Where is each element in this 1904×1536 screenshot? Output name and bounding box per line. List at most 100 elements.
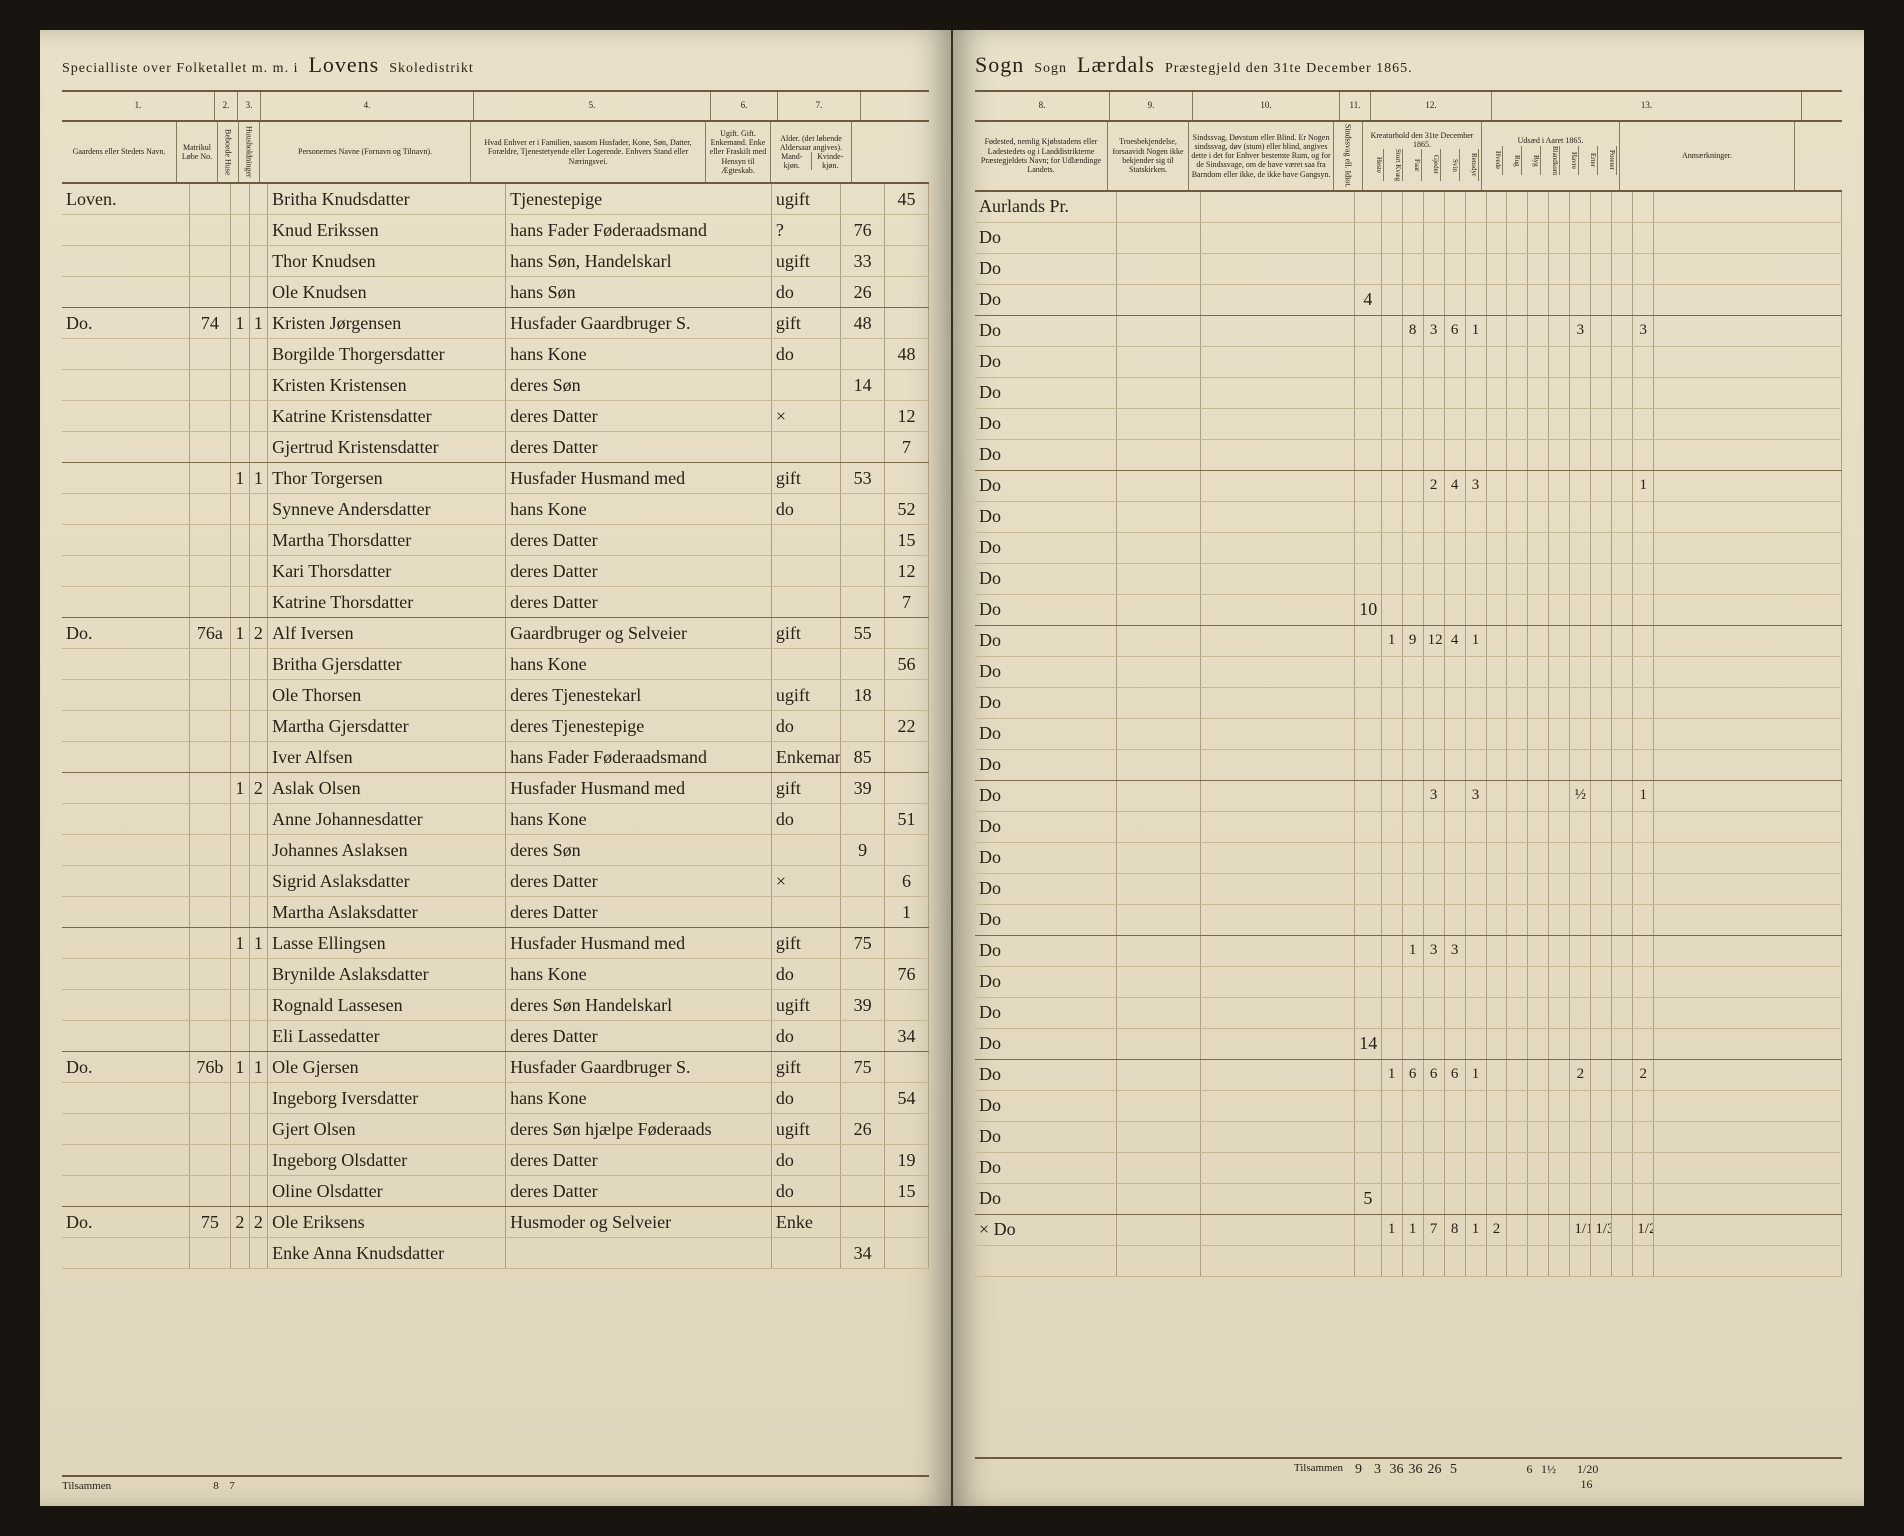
cell-navn: Ole Eriksens xyxy=(268,1207,506,1238)
cell-gard: Do. xyxy=(62,308,189,339)
cell-r10 xyxy=(1507,718,1528,749)
cell-r8: 3 xyxy=(1465,780,1486,811)
cell-r16 xyxy=(1633,563,1654,594)
cell-r0: Do xyxy=(975,501,1116,532)
cell-r12 xyxy=(1549,346,1570,377)
cell-fam: Tjenestepige xyxy=(506,184,772,215)
cell-r7 xyxy=(1444,656,1465,687)
cell-r17 xyxy=(1654,1090,1842,1121)
hdr-livestock-col: Rensdyr xyxy=(1460,149,1479,181)
cell-hus xyxy=(231,990,249,1021)
cell-r17 xyxy=(1654,439,1842,470)
cell-r11 xyxy=(1528,811,1549,842)
cell-hh xyxy=(249,432,267,463)
cell-r15 xyxy=(1612,935,1633,966)
cell-r13 xyxy=(1570,1152,1591,1183)
cell-r5 xyxy=(1402,873,1423,904)
cell-stand: do xyxy=(771,1083,840,1114)
left-footer: Tilsammen 8 7 xyxy=(62,1475,929,1492)
cell-r5 xyxy=(1402,811,1423,842)
cell-r17 xyxy=(1654,687,1842,718)
cell-mnr xyxy=(189,928,231,959)
cell-r10 xyxy=(1507,501,1528,532)
table-row: Anne Johannesdatterhans Konedo51 xyxy=(62,804,929,835)
cell-mk xyxy=(841,1145,885,1176)
cell-r12 xyxy=(1549,1245,1570,1276)
cell-r9 xyxy=(1486,904,1507,935)
cell-hh xyxy=(249,1083,267,1114)
cell-r16 xyxy=(1633,408,1654,439)
cell-mnr xyxy=(189,742,231,773)
cell-r3 xyxy=(1355,532,1381,563)
cell-hh: 1 xyxy=(249,1052,267,1083)
cell-r3 xyxy=(1355,377,1381,408)
cell-r9 xyxy=(1486,966,1507,997)
cell-r0: Do xyxy=(975,749,1116,780)
cell-mk xyxy=(841,401,885,432)
cell-r5 xyxy=(1402,1183,1423,1214)
cell-r5: 9 xyxy=(1402,625,1423,656)
cell-mk xyxy=(841,432,885,463)
cell-hus xyxy=(231,680,249,711)
cell-r17 xyxy=(1654,1245,1842,1276)
cell-r3 xyxy=(1355,749,1381,780)
cell-r13 xyxy=(1570,1121,1591,1152)
cell-r7 xyxy=(1444,687,1465,718)
cell-r8 xyxy=(1465,1152,1486,1183)
cell-r14 xyxy=(1591,377,1612,408)
cell-r10 xyxy=(1507,687,1528,718)
cell-r11 xyxy=(1528,1152,1549,1183)
cell-kk xyxy=(885,308,929,339)
cell-r0: Do xyxy=(975,873,1116,904)
cell-r17 xyxy=(1654,470,1842,501)
cell-r3 xyxy=(1355,222,1381,253)
hdr-fod: Fødested, nemlig Kjøbstadens eller Lades… xyxy=(975,122,1108,190)
cell-r17 xyxy=(1654,408,1842,439)
cell-r12 xyxy=(1549,192,1570,223)
table-row: Johannes Aslaksenderes Søn9 xyxy=(62,835,929,866)
cell-r3 xyxy=(1355,408,1381,439)
cell-hh xyxy=(249,866,267,897)
cell-r9 xyxy=(1486,501,1507,532)
cell-r3 xyxy=(1355,192,1381,223)
cell-hus xyxy=(231,215,249,246)
cell-fam: deres Søn xyxy=(506,835,772,866)
cell-r3 xyxy=(1355,904,1381,935)
cell-r6 xyxy=(1423,997,1444,1028)
cell-hh xyxy=(249,1176,267,1207)
cell-r17 xyxy=(1654,656,1842,687)
cell-mnr xyxy=(189,1083,231,1114)
col-13: 13. xyxy=(1492,92,1802,120)
cell-r7 xyxy=(1444,1121,1465,1152)
hdr-gard: Gaardens eller Stedets Navn. xyxy=(62,122,177,182)
cell-navn: Kari Thorsdatter xyxy=(268,556,506,587)
cell-r12 xyxy=(1549,1214,1570,1245)
cell-r4 xyxy=(1381,563,1402,594)
cell-r13 xyxy=(1570,253,1591,284)
cell-r5: 6 xyxy=(1402,1059,1423,1090)
cell-r16 xyxy=(1633,377,1654,408)
cell-fam: hans Søn xyxy=(506,277,772,308)
total-livestock-cell: 36 xyxy=(1387,1462,1406,1492)
cell-gard xyxy=(62,587,189,618)
table-row: Sigrid Aslaksdatterderes Datter×6 xyxy=(62,866,929,897)
cell-r9 xyxy=(1486,594,1507,625)
cell-r4 xyxy=(1381,842,1402,873)
cell-r3 xyxy=(1355,315,1381,346)
cell-navn: Thor Torgersen xyxy=(268,463,506,494)
table-row: Do xyxy=(975,346,1842,377)
cell-r9 xyxy=(1486,1090,1507,1121)
cell-stand: ugift xyxy=(771,680,840,711)
cell-r7 xyxy=(1444,1152,1465,1183)
total-livestock-cell: 5 xyxy=(1444,1462,1463,1492)
cell-hh xyxy=(249,835,267,866)
cell-hus xyxy=(231,370,249,401)
cell-r13 xyxy=(1570,284,1591,315)
cell-r13 xyxy=(1570,594,1591,625)
cell-r12 xyxy=(1549,408,1570,439)
cell-fam: Husfader Husmand med xyxy=(506,928,772,959)
cell-navn: Rognald Lassesen xyxy=(268,990,506,1021)
cell-r0: Do xyxy=(975,408,1116,439)
cell-r9 xyxy=(1486,1245,1507,1276)
right-total-label: Tilsammen xyxy=(975,1462,1349,1492)
